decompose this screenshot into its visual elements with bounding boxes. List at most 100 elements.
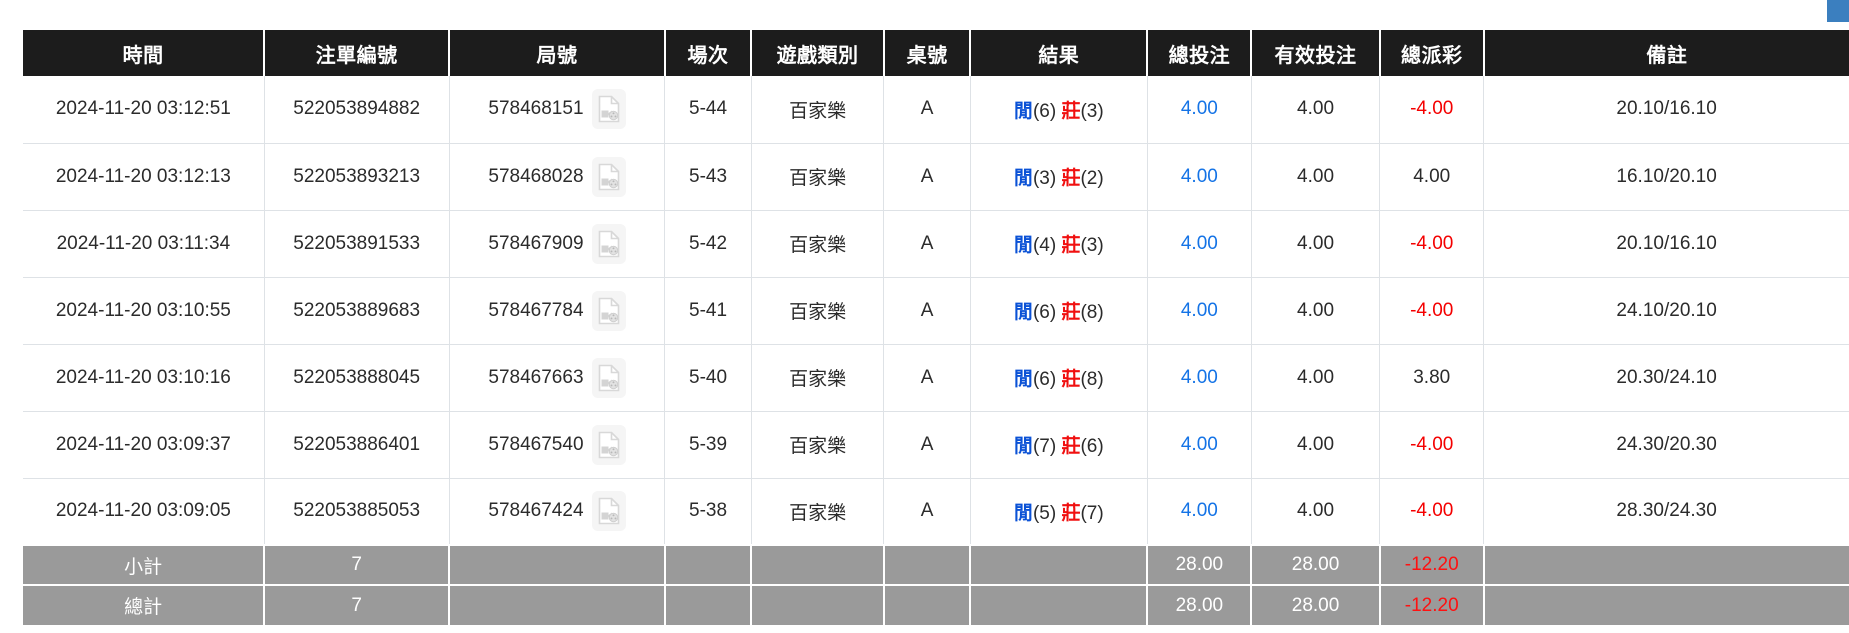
cell-round: 578467540 [449, 410, 666, 478]
footer-stake-text: 28.00 [1175, 594, 1224, 616]
cell-game: 百家樂 [751, 142, 885, 210]
cell-result: 閒(6) 莊(3) [970, 76, 1148, 143]
table-row[interactable]: 2024-11-20 03:12:51 522053894882 578468151… [23, 76, 1849, 143]
result-player-value: (3) [1032, 168, 1057, 189]
column-header-bet-no[interactable]: 注單編號 [264, 30, 451, 76]
video-replay-icon[interactable] [591, 424, 626, 465]
valid-stake-text: 4.00 [1297, 98, 1335, 120]
total-payout-text: 4.00 [1413, 165, 1451, 187]
game-type-text: 百家樂 [789, 302, 847, 323]
video-replay-icon[interactable] [591, 89, 626, 130]
result-player-label: 閒 [1013, 100, 1033, 122]
total-stake-link[interactable]: 4.00 [1180, 366, 1218, 388]
result-text: 閒(6) 莊(8) [1014, 369, 1104, 390]
column-header-session[interactable]: 場次 [664, 30, 753, 76]
round-cell-inner: 578468028 [488, 156, 626, 197]
footer-valid: 28.00 [1251, 544, 1381, 585]
video-replay-icon[interactable] [591, 290, 626, 331]
cell-result: 閒(6) 莊(8) [970, 343, 1148, 411]
footer-table [883, 584, 972, 625]
footer-payout: -12.20 [1379, 584, 1485, 625]
total-payout-text: -4.00 [1410, 98, 1454, 120]
session-text: 5-43 [689, 165, 728, 187]
top-right-accent-chip [1827, 0, 1849, 22]
column-header-remark[interactable]: 備註 [1483, 30, 1849, 76]
column-header-game[interactable]: 遊戲類別 [751, 30, 885, 76]
video-replay-icon[interactable] [591, 223, 626, 264]
total-stake-link[interactable]: 4.00 [1180, 500, 1218, 522]
total-stake-link[interactable]: 4.00 [1180, 433, 1218, 455]
cell-time: 2024-11-20 03:09:37 [23, 410, 265, 478]
table-row[interactable]: 2024-11-20 03:09:05 522053885053 578467424… [23, 477, 1849, 545]
valid-stake-text: 4.00 [1297, 500, 1335, 522]
cell-session: 5-39 [664, 410, 752, 478]
cell-valid: 4.00 [1251, 343, 1381, 411]
table-row[interactable]: 2024-11-20 03:12:13 522053893213 578468028… [23, 142, 1849, 210]
table-row[interactable]: 2024-11-20 03:10:16 522053888045 578467663… [23, 343, 1849, 411]
valid-stake-text: 4.00 [1297, 299, 1335, 321]
column-header-round[interactable]: 局號 [449, 30, 666, 76]
column-header-stake[interactable]: 總投注 [1147, 30, 1253, 76]
cell-time: 2024-11-20 03:10:16 [23, 343, 265, 411]
valid-stake-text: 4.00 [1297, 165, 1335, 187]
cell-game: 百家樂 [751, 477, 885, 545]
video-replay-icon[interactable] [591, 156, 626, 197]
cell-bet-no: 522053888045 [264, 343, 450, 411]
footer-count-text: 7 [351, 554, 362, 575]
result-banker-value: (3) [1080, 235, 1104, 256]
table-row[interactable]: 2024-11-20 03:10:55 522053889683 578467784… [23, 276, 1849, 344]
bet-time-text: 2024-11-20 03:11:34 [56, 232, 231, 254]
cell-round: 578467784 [449, 276, 666, 344]
table-number-text: A [920, 232, 934, 254]
table-row[interactable]: 2024-11-20 03:11:34 522053891533 578467909… [23, 209, 1849, 277]
result-player-value: (7) [1032, 436, 1057, 457]
remark-text: 20.10/16.10 [1616, 232, 1717, 254]
remark-text: 24.10/20.10 [1616, 299, 1717, 321]
footer-label: 總計 [23, 584, 266, 625]
bet-time-text: 2024-11-20 03:09:05 [55, 500, 231, 522]
footer-remark [1483, 584, 1849, 625]
column-header-table[interactable]: 桌號 [883, 30, 972, 76]
cell-payout: -4.00 [1379, 477, 1485, 545]
cell-table: A [883, 276, 971, 344]
cell-round: 578467424 [449, 477, 666, 545]
cell-valid: 4.00 [1251, 477, 1381, 545]
total-stake-link[interactable]: 4.00 [1180, 98, 1218, 120]
cell-result: 閒(3) 莊(2) [970, 142, 1148, 210]
cell-round: 578467663 [449, 343, 666, 411]
total-stake-link[interactable]: 4.00 [1180, 299, 1218, 321]
cell-stake: 4.00 [1147, 142, 1252, 210]
cell-remark: 24.30/20.30 [1483, 410, 1849, 478]
footer-row-total: 總計 7 28.00 28.00 -12.20 [23, 584, 1849, 625]
column-header-result[interactable]: 結果 [970, 30, 1149, 76]
result-banker-label: 莊 [1061, 369, 1081, 390]
session-text: 5-42 [689, 232, 728, 254]
bet-number-text: 522053893213 [293, 165, 421, 187]
session-text: 5-40 [689, 366, 728, 388]
valid-stake-text: 4.00 [1297, 232, 1335, 254]
cell-remark: 20.10/16.10 [1483, 209, 1849, 277]
column-header-time[interactable]: 時間 [23, 30, 266, 76]
column-header-valid[interactable]: 有效投注 [1251, 30, 1381, 76]
result-banker-label: 莊 [1061, 168, 1081, 189]
total-payout-text: -4.00 [1410, 500, 1454, 522]
total-stake-link[interactable]: 4.00 [1180, 165, 1218, 187]
column-header-payout[interactable]: 總派彩 [1379, 30, 1485, 76]
table-number-text: A [920, 366, 934, 388]
cell-payout: -4.00 [1379, 209, 1485, 277]
bet-history-table: 時間 注單編號 局號 場次 遊戲類別 桌號 結果 總投注 有效投注 總派彩 備註… [23, 30, 1849, 625]
video-replay-icon[interactable] [591, 357, 626, 398]
cell-result: 閒(4) 莊(3) [970, 209, 1148, 277]
video-replay-icon[interactable] [591, 491, 626, 532]
cell-table: A [883, 209, 971, 277]
table-row[interactable]: 2024-11-20 03:09:37 522053886401 578467540… [23, 410, 1849, 478]
cell-valid: 4.00 [1251, 410, 1381, 478]
footer-game [751, 544, 885, 585]
footer-payout-text: -12.20 [1404, 594, 1459, 616]
total-stake-link[interactable]: 4.00 [1180, 232, 1218, 254]
result-player-label: 閒 [1013, 235, 1033, 256]
footer-session [664, 584, 753, 625]
round-cell-inner: 578468151 [488, 89, 626, 130]
footer-round [449, 544, 666, 585]
